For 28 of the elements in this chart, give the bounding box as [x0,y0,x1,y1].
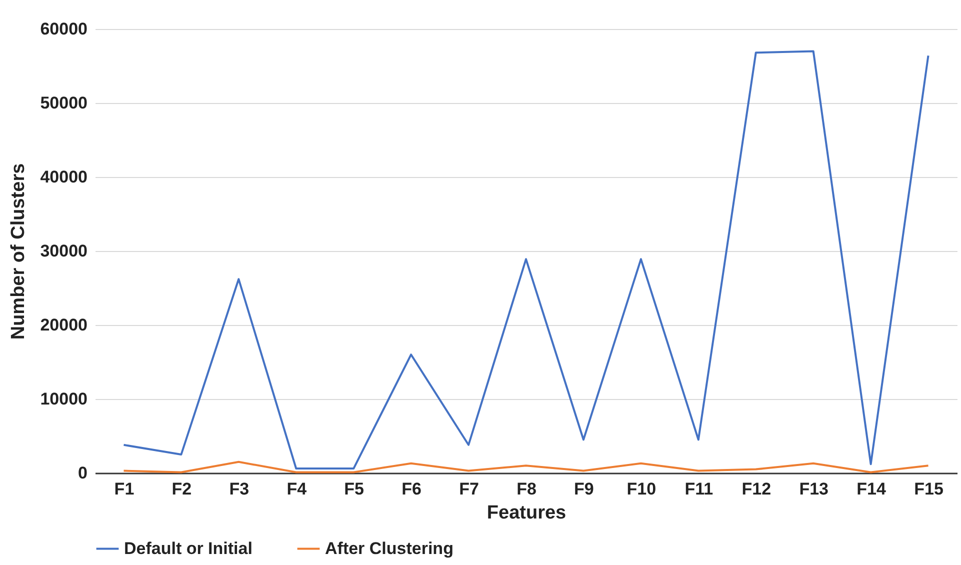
x-tick-label: F5 [344,480,364,498]
y-tick-label: 0 [78,464,88,482]
y-tick-label: 20000 [40,316,88,334]
y-tick-label: 60000 [40,20,88,38]
x-tick-label: F9 [574,480,594,498]
x-tick-label: F12 [742,480,772,498]
y-tick-label: 30000 [40,242,88,260]
y-tick-label: 50000 [40,94,88,112]
x-axis-title: Features [486,502,566,524]
x-tick-label: F2 [172,480,192,498]
x-tick-label: F6 [402,480,422,498]
x-tick-label: F15 [914,480,944,498]
x-tick-label: F11 [684,480,714,498]
x-tick-label: F14 [856,480,886,498]
y-axis-title: Number of Clusters [8,163,30,340]
line-series [122,460,930,474]
x-tick-label: F13 [799,480,828,498]
y-tick-label: 40000 [40,168,88,186]
x-tick-label: F4 [286,480,308,498]
x-tick-label: F8 [516,480,536,498]
legend-label: Default or Initial [124,538,252,558]
legend-label: After Clustering [325,538,454,558]
x-tick-label: F10 [626,480,656,498]
y-tick-label: 10000 [40,390,88,408]
x-tick-label: F1 [114,480,134,498]
x-tick-label: F3 [229,480,250,498]
x-tick-label: F7 [459,480,479,498]
line-series [122,50,930,470]
